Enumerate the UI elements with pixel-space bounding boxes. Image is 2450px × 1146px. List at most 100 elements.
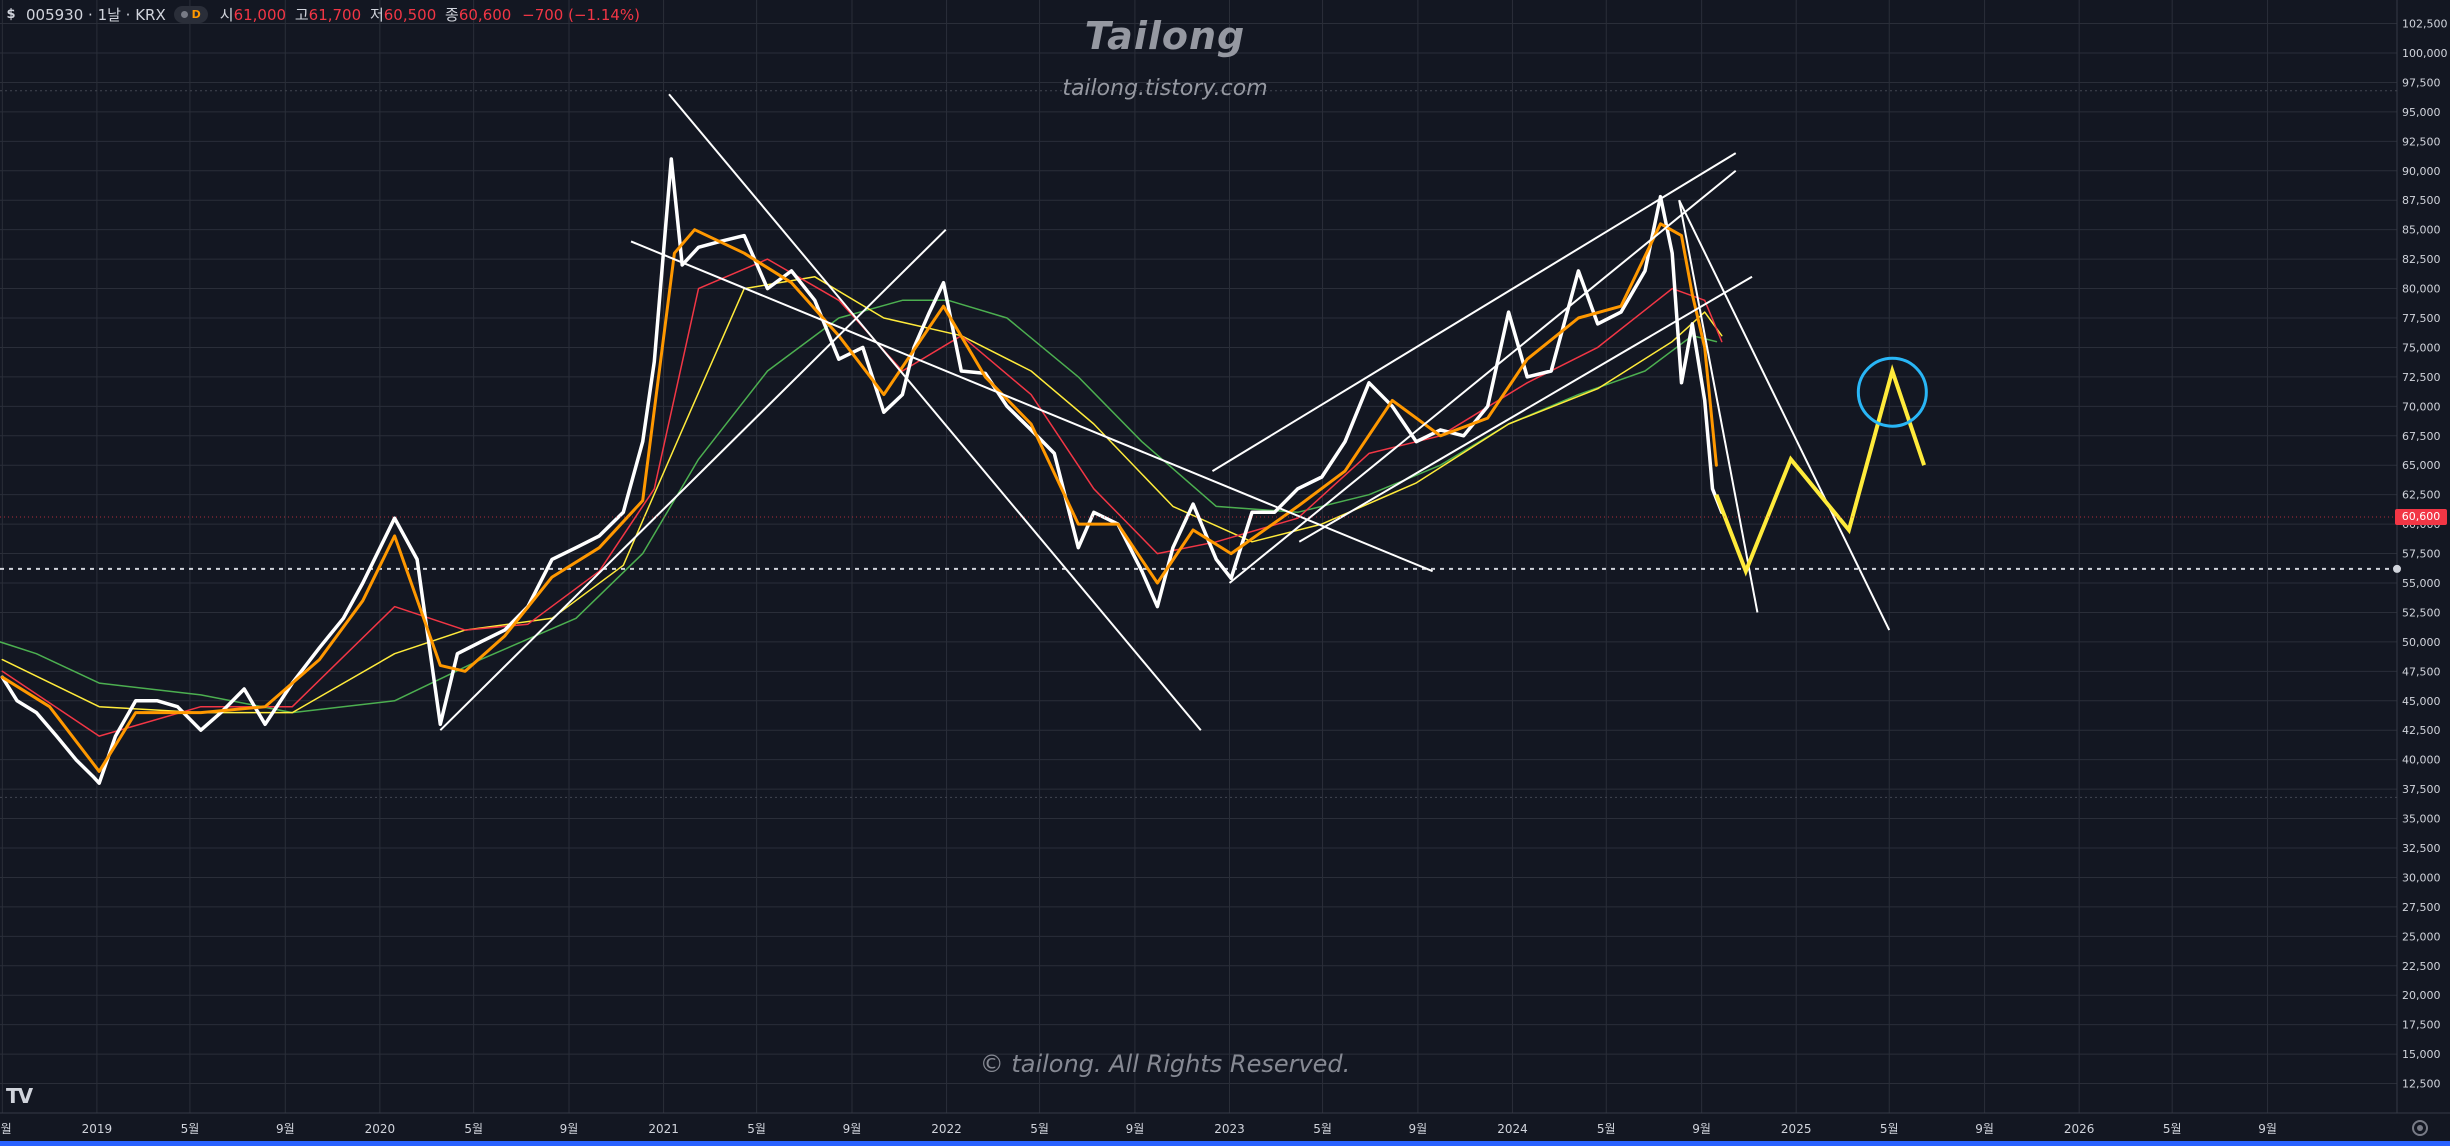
trendline (1678, 199, 1891, 631)
price-tick-label: 82,500 (2402, 253, 2441, 266)
time-tick-label: 9월 (843, 1122, 862, 1136)
trendline (668, 93, 1202, 731)
trendline (1228, 170, 1737, 584)
price-tick-label: 55,000 (2402, 577, 2441, 590)
time-tick-label: 9월 (1126, 1122, 1145, 1136)
time-tick-label: 9월 (1975, 1122, 1994, 1136)
ohlc-values: 시61,000 고61,700 저60,500 종60,600 −700 (−1… (216, 4, 640, 25)
trendline (630, 240, 1433, 573)
projection-path (1714, 364, 1926, 577)
price-tick-label: 100,000 (2402, 47, 2448, 60)
price-tick-label: 80,000 (2402, 283, 2441, 296)
price-tick-label: 27,500 (2402, 901, 2441, 914)
time-axis-labels: 9월 2019 5월 9월 2020 5월 9월 2021 5월 9월 2022 5월 9월 2023 5월… (0, 1122, 2277, 1136)
time-tick-label: 5월 (1030, 1122, 1049, 1136)
dollar-icon[interactable]: $ (6, 6, 16, 22)
time-tick-label: 2024 (1497, 1122, 1528, 1136)
price-tick-label: 67,500 (2402, 430, 2441, 443)
low-value: 60,500 (383, 5, 437, 24)
price-tick-label: 32,500 (2402, 842, 2441, 855)
price-tick-label: 87,500 (2402, 194, 2441, 207)
price-tick-label: 22,500 (2402, 960, 2441, 973)
time-tick-label: 2019 (82, 1122, 113, 1136)
settings-gear-icon[interactable] (2412, 1120, 2428, 1136)
price-tick-label: 40,000 (2402, 754, 2441, 767)
time-tick-label: 5월 (1313, 1122, 1332, 1136)
price-tick-label: 85,000 (2402, 224, 2441, 237)
status-dot-icon (180, 10, 188, 18)
data-status-badge[interactable]: D (173, 5, 208, 23)
time-tick-label: 2022 (931, 1122, 962, 1136)
time-tick-label: 2021 (648, 1122, 679, 1136)
tradingview-logo[interactable]: TV (6, 1084, 33, 1108)
high-label: 고 (294, 5, 309, 24)
annotation-circle (1856, 356, 1928, 428)
time-tick-label: 9월 (1409, 1122, 1428, 1136)
price-tick-label: 52,500 (2402, 606, 2441, 619)
series-price (0, 157, 1724, 785)
time-tick-label: 9월 (2258, 1122, 2277, 1136)
price-tick-label: 90,000 (2402, 165, 2441, 178)
price-axis-labels: 12,500 15,000 17,500 20,000 22,500 25,000 27,5… (2402, 18, 2448, 1091)
price-tick-label: 17,500 (2402, 1019, 2441, 1032)
trendline (1298, 275, 1753, 543)
close-value: 60,600 (458, 5, 512, 24)
watermark-title: Tailong (1084, 14, 1246, 58)
time-tick-label: 5월 (747, 1122, 766, 1136)
price-tick-label: 97,500 (2402, 76, 2441, 89)
trendline (439, 228, 947, 731)
open-value: 61,000 (233, 5, 287, 24)
trendlines (439, 93, 1891, 731)
time-tick-label: 9월 (1692, 1122, 1711, 1136)
time-tick-label: 2025 (1781, 1122, 1812, 1136)
watermark-copyright: © tailong. All Rights Reserved. (979, 1050, 1351, 1078)
level-marker-dot (2393, 564, 2401, 573)
price-tick-label: 47,500 (2402, 665, 2441, 678)
price-tick-label: 42,500 (2402, 724, 2441, 737)
grid-lines (0, 0, 2397, 1113)
time-tick-label: 9월 (0, 1122, 12, 1136)
time-tick-label: 2020 (365, 1122, 396, 1136)
symbol-name[interactable]: 005930 · 1날 · KRX (26, 5, 166, 24)
series-ma-mid (1, 258, 1723, 737)
price-tick-label: 92,500 (2402, 135, 2441, 148)
price-tick-label: 20,000 (2402, 989, 2441, 1002)
price-tick-label: 45,000 (2402, 695, 2441, 708)
price-tick-label: 70,000 (2402, 400, 2441, 413)
series-ma-fast (0, 222, 1718, 773)
price-tick-label: 65,000 (2402, 459, 2441, 472)
price-tick-label: 72,500 (2402, 371, 2441, 384)
price-tick-label: 25,000 (2402, 930, 2441, 943)
time-tick-label: 5월 (2163, 1122, 2182, 1136)
price-tick-label: 102,500 (2402, 18, 2448, 31)
status-badge-label: D (191, 7, 201, 21)
low-label: 저 (369, 5, 384, 24)
price-tick-label: 95,000 (2402, 106, 2441, 119)
close-label: 종 (445, 5, 459, 24)
time-tick-label: 2026 (2064, 1122, 2095, 1136)
price-tick-label: 15,000 (2402, 1048, 2441, 1061)
change-value: −700 (−1.14%) (522, 5, 641, 24)
time-tick-label: 5월 (1597, 1122, 1616, 1136)
price-tick-label: 77,500 (2402, 312, 2441, 325)
watermark-subtitle: tailong.tistory.com (1062, 76, 1268, 101)
high-value: 61,700 (308, 5, 362, 24)
price-tick-label: 37,500 (2402, 783, 2441, 796)
time-tick-label: 2023 (1214, 1122, 1245, 1136)
bottom-accent-bar (0, 1141, 2450, 1146)
open-label: 시 (219, 5, 234, 24)
time-tick-label: 9월 (560, 1122, 579, 1136)
price-tick-label: 57,500 (2402, 548, 2441, 561)
trendline (1211, 152, 1737, 472)
time-tick-label: 5월 (1880, 1122, 1899, 1136)
current-price-tag: 60,600 (2395, 509, 2447, 526)
price-tick-label: 62,500 (2402, 489, 2441, 502)
symbol-legend: $ 005930 · 1날 · KRX D 시61,000 고61,700 저6… (4, 3, 640, 25)
time-tick-label: 9월 (276, 1122, 295, 1136)
price-tick-label: 30,000 (2402, 871, 2441, 884)
price-tick-label: 35,000 (2402, 813, 2441, 826)
price-tick-label: 50,000 (2402, 636, 2441, 649)
price-tick-label: 12,500 (2402, 1078, 2441, 1091)
